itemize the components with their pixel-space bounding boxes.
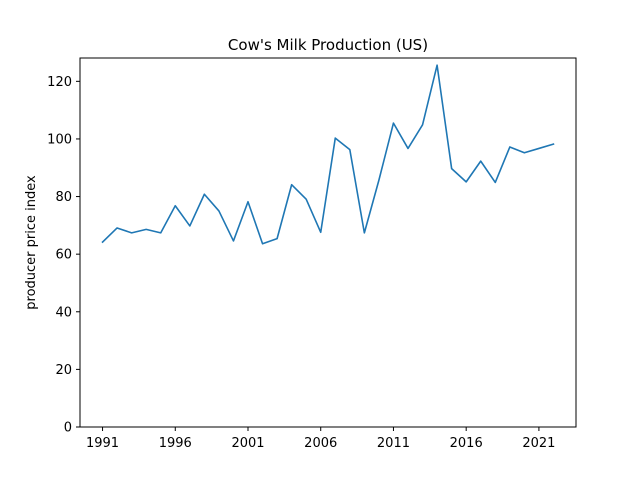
y-axis-label: producer price index xyxy=(24,175,39,310)
x-tick-label: 2021 xyxy=(522,436,555,451)
x-tick-label: 2001 xyxy=(231,436,264,451)
x-axis-ticks: 1991 1996 2001 2006 2011 2016 2021 xyxy=(86,427,555,451)
y-tick-label: 0 xyxy=(64,421,72,436)
y-tick-label: 80 xyxy=(55,190,72,205)
series-layer xyxy=(101,64,555,245)
y-tick-label: 100 xyxy=(47,132,72,147)
series-line xyxy=(101,64,555,245)
y-axis-ticks: 0 20 40 60 80 100 120 xyxy=(47,75,80,436)
y-tick-label: 60 xyxy=(55,248,72,263)
y-tick-label: 20 xyxy=(55,363,72,378)
x-tick-label: 1996 xyxy=(159,436,192,451)
chart-title: Cow's Milk Production (US) xyxy=(228,36,428,54)
y-tick-label: 120 xyxy=(47,75,72,90)
x-tick-label: 2006 xyxy=(304,436,337,451)
y-tick-label: 40 xyxy=(55,305,72,320)
x-tick-label: 1991 xyxy=(86,436,119,451)
x-tick-label: 2016 xyxy=(450,436,483,451)
x-tick-label: 2011 xyxy=(377,436,410,451)
plot-frame xyxy=(79,57,577,428)
